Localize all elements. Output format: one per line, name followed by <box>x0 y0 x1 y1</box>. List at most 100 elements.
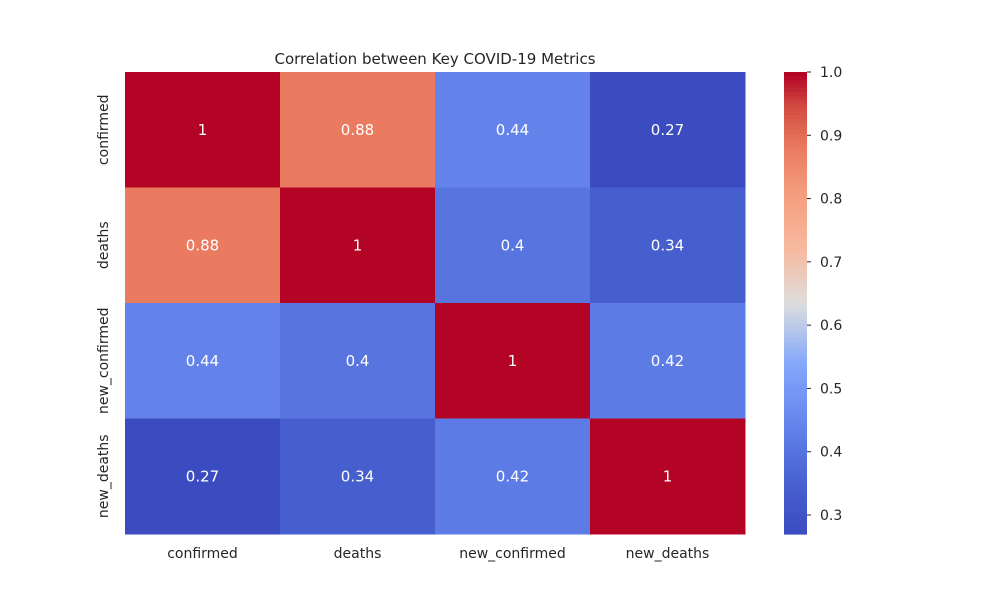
heatmap-annotation-new_deaths-new_confirmed: 0.42 <box>496 467 529 485</box>
heatmap-cell-new_deaths-new_confirmed <box>435 418 591 535</box>
colorbar-segment <box>784 95 807 100</box>
colorbar-segment <box>784 91 807 96</box>
colorbar-segment <box>784 303 807 308</box>
colorbar-segment <box>784 333 807 339</box>
colorbar-segment <box>784 222 807 227</box>
colorbar-segment <box>784 264 807 269</box>
heatmap-cell-new_confirmed-new_confirmed <box>435 303 591 419</box>
colorbar-segment <box>784 122 807 127</box>
colorbar-tick-label: 0.4 <box>820 445 842 461</box>
colorbar-segment <box>784 499 807 504</box>
colorbar-segment <box>784 353 807 358</box>
colorbar-segment <box>784 214 807 219</box>
heatmap-cell-deaths-confirmed <box>125 187 281 304</box>
colorbar-segment <box>784 256 807 262</box>
colorbar-segment <box>784 522 807 527</box>
y-tick-label-confirmed: confirmed <box>96 94 112 165</box>
colorbar-segment <box>784 480 807 485</box>
colorbar-segment <box>784 326 807 331</box>
colorbar-tick-label: 0.7 <box>820 255 842 271</box>
colorbar-segment <box>784 329 807 335</box>
y-tick-label-new_confirmed: new_confirmed <box>96 307 112 414</box>
colorbar-segment <box>784 430 807 435</box>
colorbar-segment <box>784 183 807 189</box>
colorbar-segment <box>784 391 807 396</box>
heatmap-annotation-deaths-new_deaths: 0.34 <box>651 236 684 254</box>
colorbar-segment <box>784 345 807 350</box>
colorbar-segment <box>784 172 807 177</box>
heatmap-cell-new_deaths-deaths <box>280 418 436 535</box>
heatmap-annotation-deaths-deaths: 1 <box>353 236 363 254</box>
x-axis-tick-labels: confirmed deaths new_confirmed new_deaths <box>167 546 709 562</box>
colorbar-segment <box>784 418 807 423</box>
colorbar-segment <box>784 380 807 385</box>
colorbar-segment <box>784 229 807 235</box>
heatmap-cell-deaths-deaths <box>280 187 436 304</box>
colorbar-segment <box>784 426 807 431</box>
colorbar-segment <box>784 476 807 481</box>
colorbar-segment <box>784 291 807 296</box>
colorbar-segment <box>784 445 807 450</box>
colorbar-segment <box>784 368 807 373</box>
colorbar-segment <box>784 160 807 165</box>
colorbar-segment <box>784 175 807 181</box>
colorbar-segment <box>784 191 807 196</box>
colorbar-segment <box>784 272 807 277</box>
heatmap-annotation-new_confirmed-deaths: 0.4 <box>346 352 370 370</box>
colorbar-segment <box>784 322 807 327</box>
colorbar-tick-label: 0.5 <box>820 381 842 397</box>
colorbar-segment <box>784 210 807 216</box>
colorbar-segment <box>784 337 807 343</box>
heatmap-cell-new_deaths-new_deaths <box>590 418 746 535</box>
colorbar-segment <box>784 233 807 239</box>
colorbar-segment <box>784 310 807 316</box>
colorbar-segment <box>784 406 807 412</box>
colorbar-segment <box>784 129 807 135</box>
colorbar-segment <box>784 503 807 508</box>
colorbar-tick-label: 1.0 <box>820 65 842 81</box>
heatmap-cell-new_confirmed-deaths <box>280 303 436 419</box>
colorbar-segment <box>784 341 807 346</box>
colorbar-segment <box>784 437 807 443</box>
colorbar-segment <box>784 195 807 200</box>
colorbar-segment <box>784 279 807 285</box>
heatmap-annotation-new_confirmed-confirmed: 0.44 <box>186 352 219 370</box>
colorbar-segment <box>784 306 807 312</box>
heatmap-annotation-confirmed-deaths: 0.88 <box>341 121 374 139</box>
heatmap-cell-new_confirmed-confirmed <box>125 303 281 419</box>
heatmap-annotations: 1 0.88 0.44 0.27 0.88 1 0.4 0.34 0.44 0.4 1 0.42 0.2… <box>186 121 684 486</box>
colorbar-gradient <box>784 72 807 535</box>
colorbar-segment <box>784 414 807 420</box>
heatmap-annotation-new_deaths-deaths: 0.34 <box>341 467 374 485</box>
heatmap-annotation-new_confirmed-new_deaths: 0.42 <box>651 352 684 370</box>
colorbar-segment <box>784 410 807 416</box>
colorbar-segment <box>784 453 807 458</box>
colorbar-segment <box>784 403 807 408</box>
heatmap-annotation-new_deaths-new_deaths: 1 <box>663 467 673 485</box>
colorbar-segment <box>784 510 807 516</box>
colorbar-segment <box>784 460 807 466</box>
heatmap-cell-confirmed-confirmed <box>125 72 281 188</box>
colorbar-segment <box>784 295 807 300</box>
colorbar-segment <box>784 218 807 223</box>
colorbar-segment <box>784 441 807 447</box>
colorbar-segment <box>784 260 807 266</box>
colorbar-segment <box>784 449 807 454</box>
colorbar-segment <box>784 114 807 119</box>
colorbar-segment <box>784 145 807 150</box>
colorbar-segment <box>784 495 807 500</box>
colorbar-segment <box>784 168 807 173</box>
y-tick-label-new_deaths: new_deaths <box>96 434 112 518</box>
colorbar-segment <box>784 433 807 439</box>
colorbar-segment <box>784 457 807 462</box>
heatmap-annotation-deaths-new_confirmed: 0.4 <box>501 236 525 254</box>
colorbar-segment <box>784 125 807 131</box>
heatmap-annotation-deaths-confirmed: 0.88 <box>186 236 219 254</box>
colorbar-segment <box>784 226 807 231</box>
heatmap-annotation-confirmed-new_deaths: 0.27 <box>651 121 684 139</box>
x-tick-label-new_deaths: new_deaths <box>626 546 710 562</box>
colorbar-segment <box>784 98 807 104</box>
colorbar-segment <box>784 133 807 139</box>
colorbar-segment <box>784 349 807 354</box>
